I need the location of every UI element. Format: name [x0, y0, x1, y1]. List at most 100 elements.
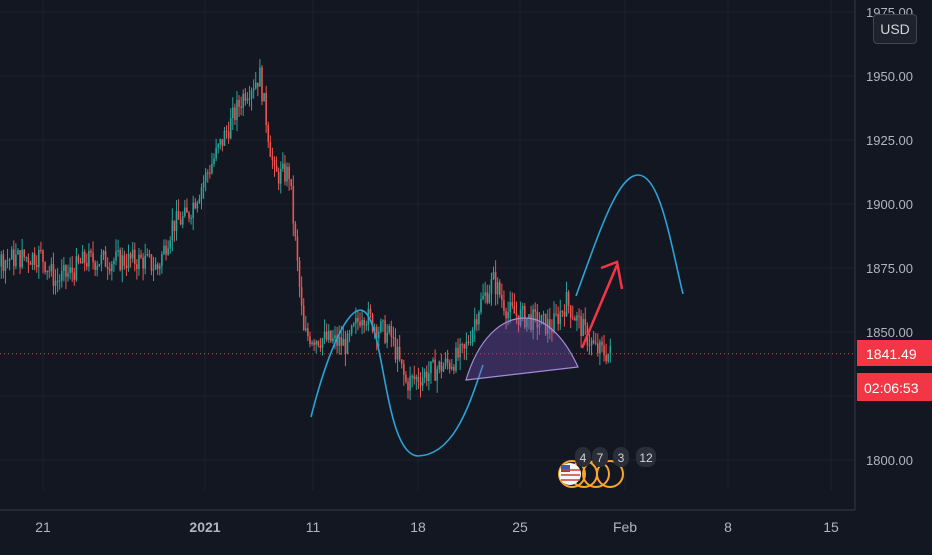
- candle-body: [449, 363, 451, 369]
- candle-body: [67, 273, 69, 277]
- candle-body: [413, 376, 415, 379]
- candle-body: [188, 213, 190, 219]
- candle-body: [443, 366, 445, 372]
- candle-body: [543, 314, 545, 315]
- candle-body: [205, 173, 207, 182]
- candle-body: [101, 255, 103, 264]
- candle-body: [80, 262, 82, 264]
- candle-body: [593, 340, 595, 343]
- time-tick-label: Feb: [613, 519, 637, 535]
- candle-body: [395, 338, 397, 360]
- candle-body: [5, 261, 7, 271]
- candle-body: [445, 359, 447, 366]
- candle-body: [322, 339, 324, 348]
- candle-body: [403, 364, 405, 375]
- event-count: 4: [580, 451, 587, 465]
- candle-body: [265, 93, 267, 125]
- candle-body: [180, 220, 182, 225]
- candle-body: [192, 203, 194, 218]
- candle-body: [44, 262, 46, 272]
- time-tick-label: 18: [410, 519, 426, 535]
- candle-body: [238, 100, 240, 107]
- candle-body: [119, 250, 121, 270]
- candle-body: [128, 254, 130, 269]
- candle-body: [34, 253, 36, 265]
- candle-body: [288, 167, 290, 179]
- candle-body: [597, 344, 599, 354]
- candle-body: [505, 311, 507, 318]
- candle-body: [138, 255, 140, 269]
- candle-body: [71, 267, 73, 272]
- candle-body: [351, 326, 353, 334]
- candle-body: [267, 125, 269, 142]
- candle-body: [534, 309, 536, 311]
- candle-body: [7, 260, 9, 261]
- event-count: 12: [639, 451, 653, 465]
- candle-body: [610, 346, 612, 353]
- candle-body: [261, 68, 263, 102]
- candle-body: [130, 254, 132, 259]
- candle-body: [92, 253, 94, 263]
- candle-body: [136, 264, 138, 269]
- candle-body: [576, 315, 578, 320]
- candle-body: [424, 372, 426, 378]
- candle-body: [493, 272, 495, 279]
- candle-body: [386, 332, 388, 342]
- candle-body: [464, 344, 466, 348]
- candle-body: [313, 342, 315, 344]
- candle-body: [169, 240, 171, 248]
- candle-body: [453, 367, 455, 371]
- candle-body: [46, 271, 48, 272]
- candle-body: [42, 250, 44, 262]
- candle-body: [370, 309, 372, 314]
- candle-body: [240, 107, 242, 108]
- candle-body: [99, 264, 101, 266]
- candle-body: [103, 251, 105, 255]
- candle-body: [589, 345, 591, 346]
- candle-body: [61, 271, 63, 281]
- candle-body: [297, 236, 299, 260]
- candle-body: [90, 251, 92, 253]
- candle-body: [276, 165, 278, 171]
- candle-body: [73, 273, 75, 280]
- candle-body: [564, 312, 566, 316]
- candle-body: [284, 164, 286, 182]
- candle-body: [328, 331, 330, 340]
- candle-body: [489, 294, 491, 303]
- candle-body: [21, 250, 23, 267]
- candle-body: [280, 169, 282, 184]
- candle-body: [307, 328, 309, 336]
- price-tick-label: 1925.00: [866, 133, 913, 148]
- candle-body: [472, 330, 474, 342]
- candle-body: [19, 250, 21, 267]
- candle-body: [274, 160, 276, 165]
- candle-body: [144, 256, 146, 269]
- candle-body: [30, 263, 32, 265]
- candle-body: [184, 208, 186, 216]
- currency-button[interactable]: USD: [873, 14, 917, 44]
- candle-body: [217, 144, 219, 147]
- candle-body: [345, 339, 347, 354]
- candle-body: [272, 157, 274, 160]
- candle-body: [303, 306, 305, 331]
- candle-body: [401, 359, 403, 364]
- candle-body: [115, 251, 117, 260]
- candle-body: [528, 314, 530, 318]
- candle-body: [190, 218, 192, 219]
- candle-body: [599, 342, 601, 354]
- forecast-arrow: [582, 265, 617, 348]
- candle-body: [23, 250, 25, 258]
- candle-body: [501, 295, 503, 300]
- candle-body: [234, 108, 236, 121]
- candle-body: [278, 172, 280, 184]
- candle-body: [580, 316, 582, 336]
- candle-body: [203, 182, 205, 188]
- candle-body: [468, 342, 470, 343]
- candle-body: [295, 224, 297, 237]
- candle-body: [224, 131, 226, 146]
- time-tick-label: 25: [512, 519, 528, 535]
- candle-body: [51, 264, 53, 271]
